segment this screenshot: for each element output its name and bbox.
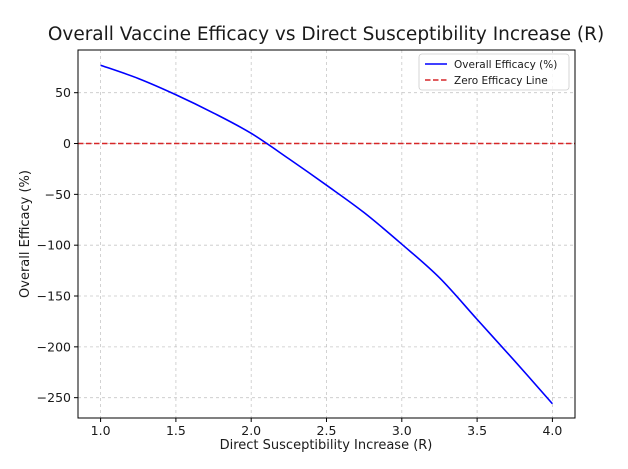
y-tick-label: −200 bbox=[37, 339, 71, 354]
series-layer bbox=[78, 64, 575, 405]
x-tick-label: 2.0 bbox=[241, 423, 261, 438]
y-tick-label: −250 bbox=[37, 390, 71, 405]
y-tick-label: −50 bbox=[45, 187, 71, 202]
x-tick-label: 3.5 bbox=[467, 423, 487, 438]
x-tick-label: 4.0 bbox=[542, 423, 562, 438]
x-tick-label: 3.0 bbox=[392, 423, 412, 438]
y-tick-label: −150 bbox=[37, 289, 71, 304]
y-axis-label: Overall Efficacy (%) bbox=[18, 170, 33, 298]
x-tick-label: 1.0 bbox=[91, 423, 111, 438]
chart-title: Overall Vaccine Efficacy vs Direct Susce… bbox=[48, 24, 604, 45]
legend-label: Zero Efficacy Line bbox=[454, 75, 548, 87]
y-tick-label: 0 bbox=[63, 136, 71, 151]
y-tick-label: 50 bbox=[55, 85, 71, 100]
legend-label: Overall Efficacy (%) bbox=[454, 59, 557, 71]
grid-layer bbox=[78, 50, 575, 418]
y-tick-label: −100 bbox=[37, 238, 71, 253]
legend: Overall Efficacy (%) Zero Efficacy Line bbox=[418, 53, 570, 91]
x-axis-label: Direct Susceptibility Increase (R) bbox=[220, 438, 433, 453]
legend-box bbox=[418, 53, 570, 91]
overall-efficacy-line bbox=[100, 64, 554, 405]
ticks-layer: 1.0 1.5 2.0 2.5 3.0 3.5 4.0 50 0 −50 −100 −150 −200 −… bbox=[37, 85, 563, 438]
x-tick-label: 1.5 bbox=[166, 423, 186, 438]
x-tick-label: 2.5 bbox=[317, 423, 337, 438]
